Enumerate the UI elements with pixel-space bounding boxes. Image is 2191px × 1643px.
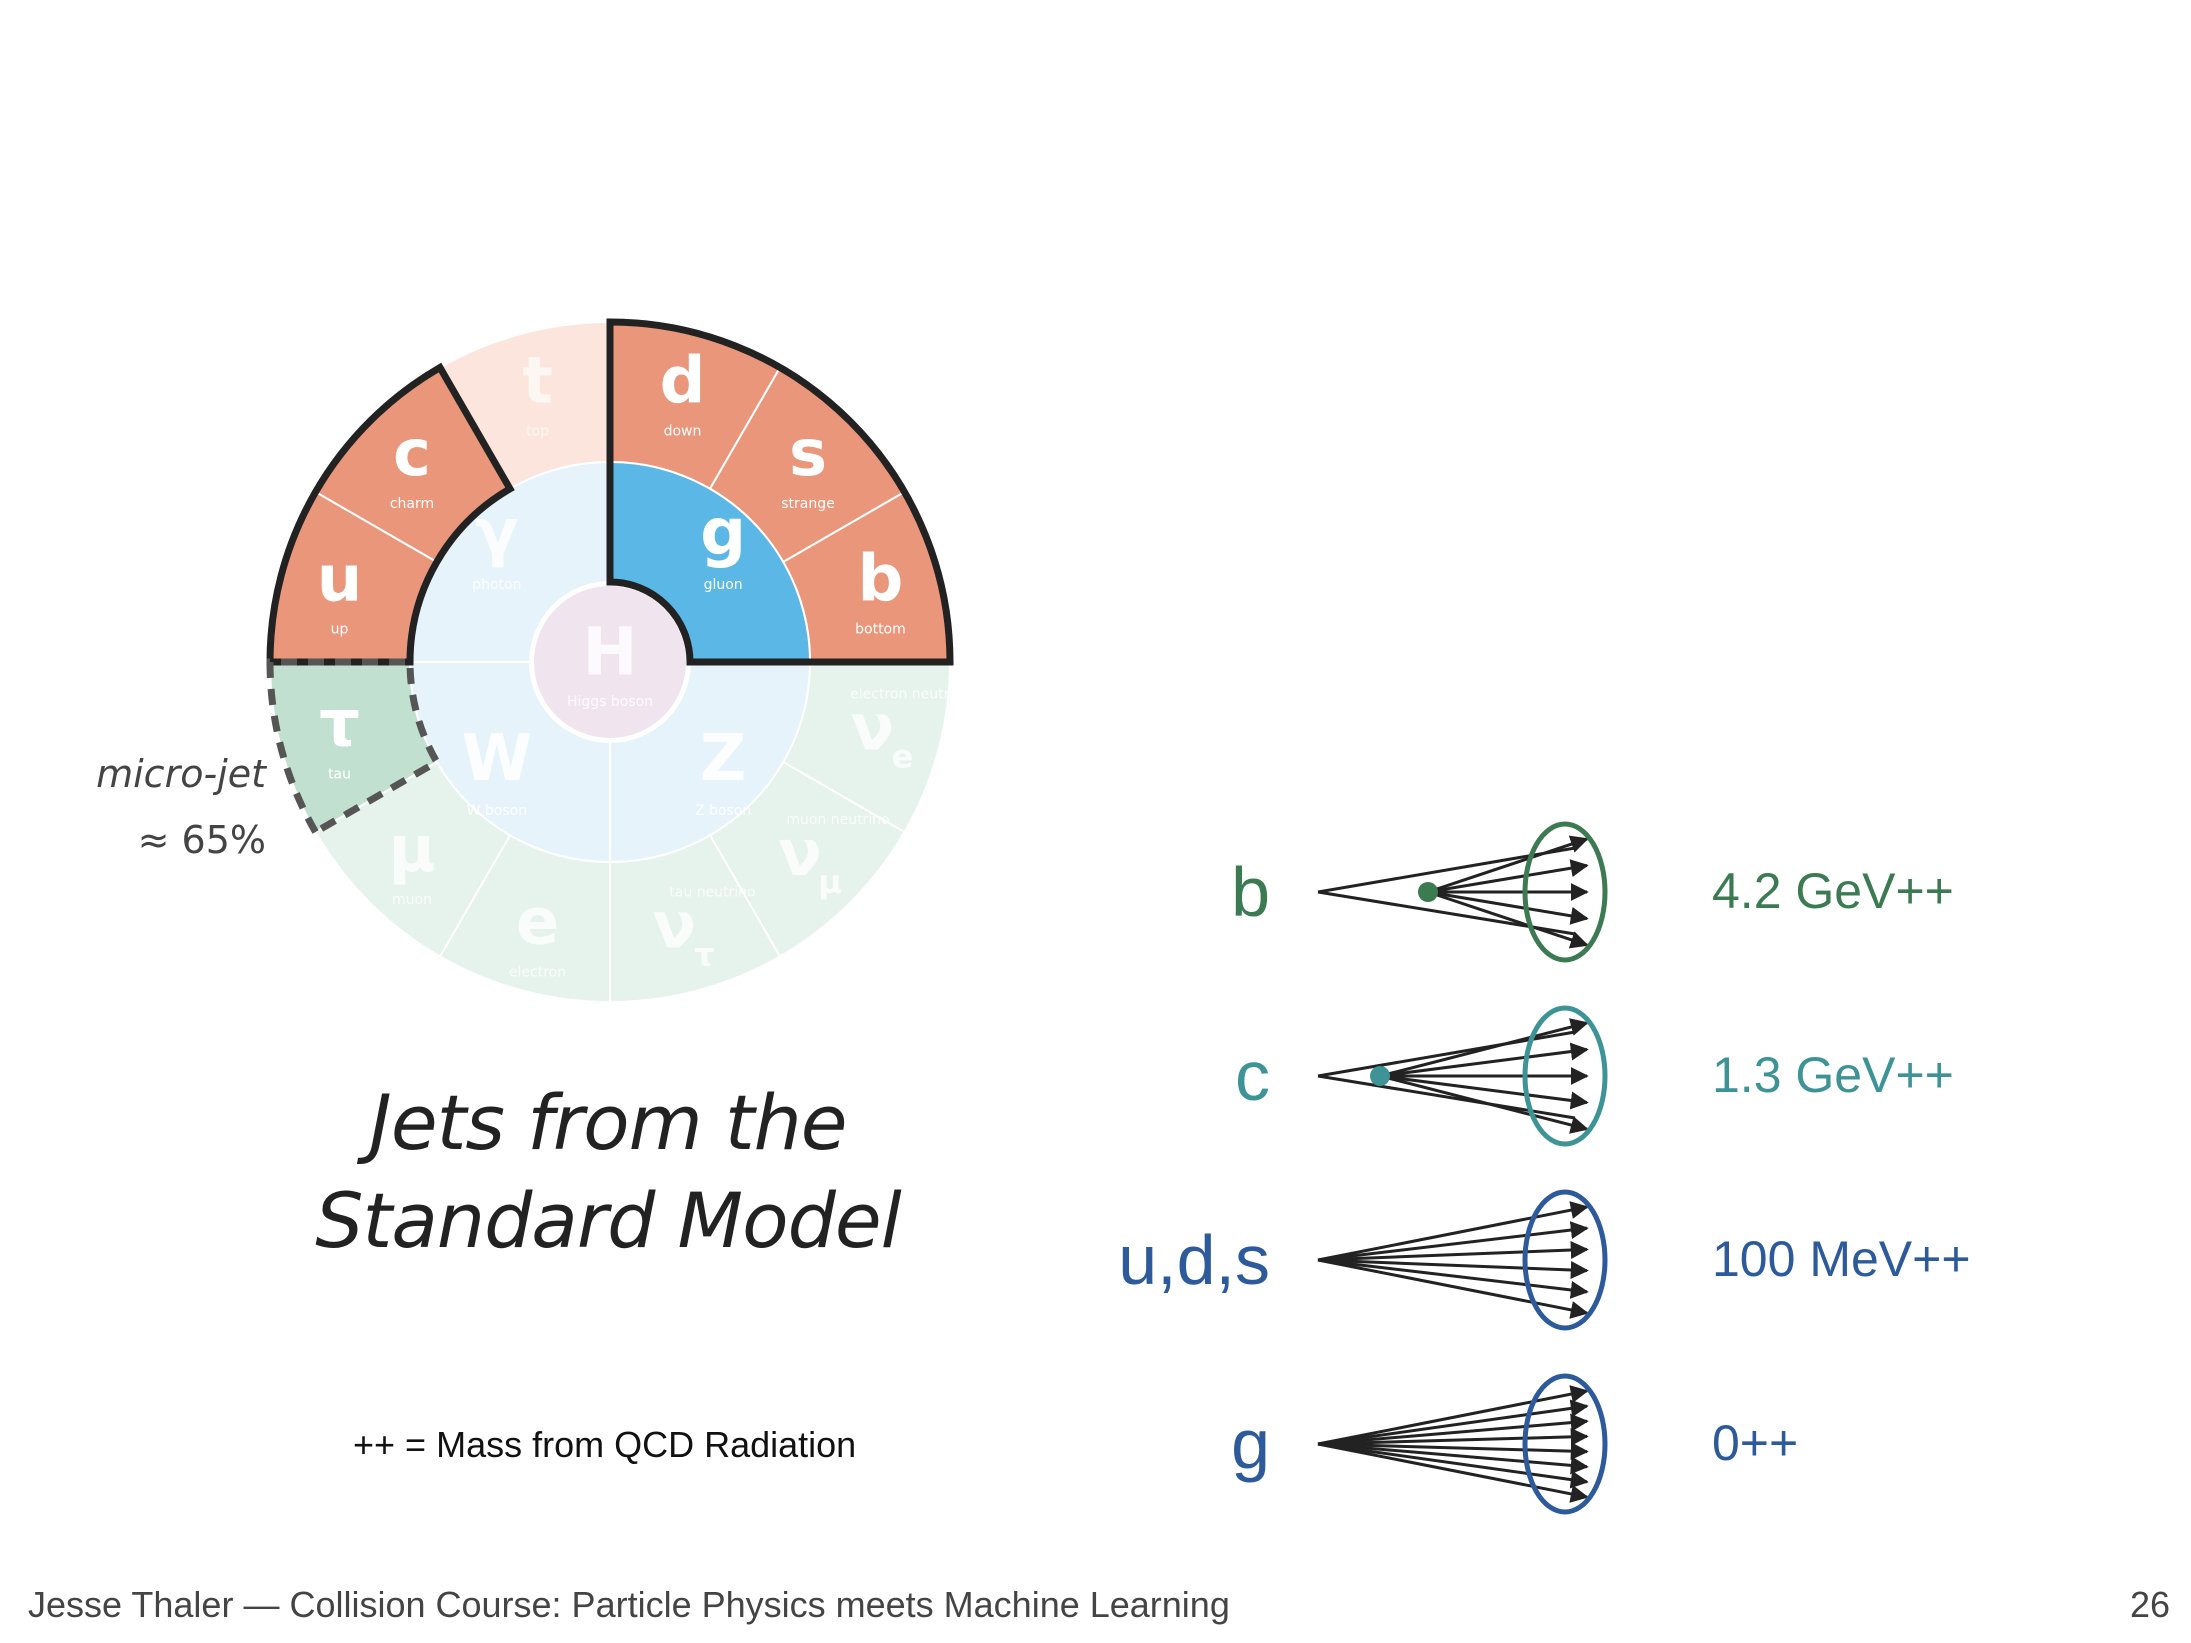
symbol-tau: τ: [319, 687, 360, 761]
symbol-z: Z: [700, 722, 746, 796]
standard-model-wheel: d down s strange b bottom c charm u up t…: [266, 318, 971, 1004]
jet-prong: [1317, 1413, 1589, 1446]
jet-diagram-3: [1317, 1189, 1608, 1331]
jet-prong: [1317, 1442, 1589, 1475]
symbol-electron: e: [516, 885, 559, 959]
jet-prong: [1317, 1442, 1589, 1489]
symbol-t: t: [522, 345, 553, 419]
slide-title-line-1: Jets from the: [369, 1078, 847, 1167]
jet-prong: [1317, 1221, 1589, 1262]
jet-label-c: c: [1235, 1037, 1270, 1115]
symbol-electron-neutrino: ν: [851, 691, 895, 765]
jet-prong: [1317, 1442, 1589, 1461]
jet-prong: [1317, 1258, 1589, 1319]
symbol-tau-neutrino-subscript: τ: [694, 935, 714, 973]
mass-label-g: 0++: [1712, 1415, 1799, 1471]
jet-prong: [1317, 1427, 1589, 1446]
name-higgs: Higgs boson: [567, 694, 653, 710]
jet-cone-ellipse: [1522, 1373, 1608, 1515]
jet-diagrams: [1317, 821, 1608, 1515]
cell-z-boson: [609, 661, 812, 864]
footer-credit: Jesse Thaler — Collision Course: Particl…: [28, 1584, 1230, 1625]
microjet-fraction: ≈ 65%: [137, 818, 266, 862]
jet-prong: [1379, 1042, 1589, 1078]
quark-group-outline-left: [266, 362, 515, 666]
jet-cone-ellipse: [1522, 1005, 1608, 1147]
name-muon: muon: [392, 892, 432, 908]
jet-prong: [1427, 859, 1589, 894]
jet-diagram-4: [1317, 1373, 1608, 1515]
jet-prong: [1317, 1258, 1589, 1299]
jet-label-uds: u,d,s: [1118, 1221, 1270, 1299]
mass-label-uds: 100 MeV++: [1712, 1231, 1971, 1287]
jet-prong: [1379, 1074, 1589, 1134]
jet-prong: [1317, 1201, 1589, 1262]
symbol-photon: γ: [475, 496, 519, 570]
jet-prong: [1427, 890, 1589, 925]
symbol-higgs: H: [582, 614, 637, 691]
jet-prong: [1317, 1258, 1589, 1279]
jet-prong: [1427, 890, 1589, 949]
name-muon-neutrino: muon neutrino: [786, 812, 889, 828]
symbol-w: W: [462, 722, 533, 796]
symbol-muon: μ: [388, 813, 435, 887]
symbol-muon-neutrino: ν: [778, 817, 822, 891]
microjet-label: micro-jet: [96, 752, 266, 796]
jet-prong: [1317, 1385, 1589, 1446]
jet-prong-outer: [1317, 1030, 1576, 1078]
jet-prong: [1427, 835, 1589, 894]
symbol-electron-neutrino-subscript: e: [892, 737, 914, 775]
name-electron: electron: [509, 964, 566, 980]
mass-label-c: 1.3 GeV++: [1712, 1047, 1954, 1103]
quark-group-outline-right: [606, 318, 954, 666]
name-s: strange: [781, 496, 835, 512]
jet-diagram-1: [1317, 821, 1608, 963]
name-electron-neutrino: electron neutrino: [850, 686, 971, 702]
jet-prong: [1317, 1399, 1589, 1446]
name-b: bottom: [855, 622, 906, 638]
jet-label-g: g: [1231, 1405, 1270, 1483]
jet-prong: [1317, 1442, 1589, 1503]
tau-dashed-outline: [266, 658, 442, 837]
jet-diagram-2: [1317, 1005, 1608, 1147]
jet-prong: [1379, 1018, 1589, 1078]
symbol-g: g: [700, 496, 746, 570]
name-c: charm: [390, 496, 434, 512]
name-w: W boson: [467, 803, 527, 819]
page-number: 26: [2130, 1584, 2171, 1625]
name-z: Z boson: [695, 803, 751, 819]
name-tau-neutrino: tau neutrino: [669, 884, 755, 900]
symbol-s: s: [789, 417, 827, 491]
qcd-radiation-note: ++ = Mass from QCD Radiation: [353, 1424, 857, 1465]
jet-cone-ellipse: [1522, 1189, 1608, 1331]
displaced-vertex: [1418, 882, 1438, 902]
symbol-c: c: [393, 417, 431, 491]
displaced-vertex: [1370, 1066, 1390, 1086]
name-u: up: [331, 622, 349, 638]
symbol-u: u: [317, 543, 363, 617]
cell-higgs-boson: [534, 586, 686, 738]
symbol-tau-neutrino: ν: [653, 889, 697, 963]
name-photon: photon: [472, 577, 521, 593]
slide-title-line-2: Standard Model: [315, 1176, 901, 1265]
jet-prong: [1317, 1241, 1589, 1262]
jet-cone-ellipse: [1522, 821, 1608, 963]
symbol-muon-neutrino-subscript: μ: [818, 863, 842, 901]
name-t: top: [526, 424, 549, 440]
symbol-b: b: [858, 543, 904, 617]
name-d: down: [664, 424, 702, 440]
symbol-d: d: [660, 345, 706, 419]
name-g: gluon: [704, 577, 743, 593]
name-tau: tau: [328, 766, 351, 782]
jet-prong: [1379, 1074, 1589, 1110]
jet-label-b: b: [1231, 853, 1270, 931]
mass-label-b: 4.2 GeV++: [1712, 863, 1954, 919]
